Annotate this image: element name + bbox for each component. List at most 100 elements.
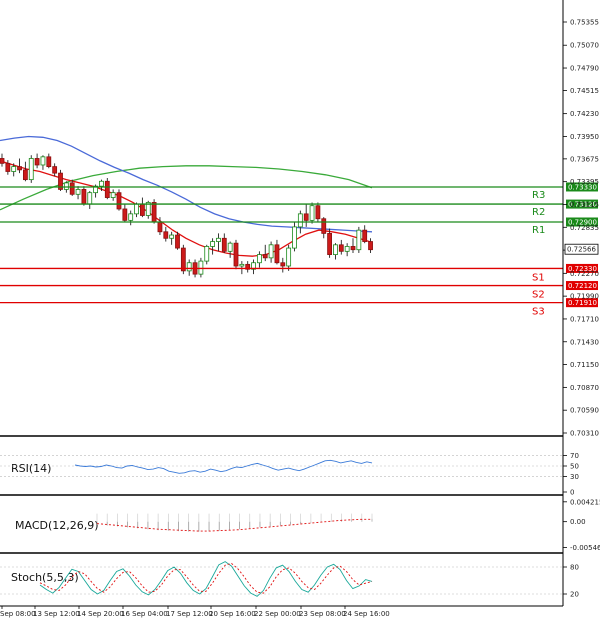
price-tick-label: 0.70310	[570, 430, 599, 438]
price-tick-label: 0.73395	[570, 178, 599, 186]
bull-candle	[251, 262, 256, 270]
rsi-tick-label: 50	[570, 463, 579, 471]
bear-candle	[34, 158, 40, 166]
bull-candle	[11, 166, 17, 172]
price-tick-label: 0.70870	[570, 384, 599, 392]
level-name-s2: S2	[532, 290, 545, 301]
bull-candle	[286, 247, 292, 267]
level-name-s3: S3	[532, 307, 545, 318]
macd-tick-label: 0.00	[570, 518, 586, 526]
time-tick-label: Sep 08:00	[0, 610, 36, 618]
bear-candle	[321, 218, 327, 234]
price-tick-label: 0.72270	[570, 270, 599, 278]
bull-candle	[40, 156, 46, 166]
bull-candle	[239, 263, 245, 267]
time-tick-label: 17 Sep 12:00	[166, 610, 213, 618]
bear-candle	[157, 221, 163, 233]
bear-candle	[104, 180, 110, 198]
bear-candle	[233, 242, 239, 267]
bull-candle	[309, 205, 315, 221]
stoch-k-line	[39, 561, 373, 597]
bear-candle	[5, 162, 11, 172]
level-price-box	[566, 281, 598, 291]
bear-candle	[175, 234, 180, 249]
candlesticks	[0, 153, 373, 278]
price-tick-label: 0.75355	[570, 19, 599, 27]
bear-candle	[116, 192, 122, 210]
level-price-box	[566, 199, 598, 209]
rsi-line	[74, 459, 373, 474]
level-price-box	[566, 182, 598, 192]
stoch-tick-label: 80	[570, 564, 579, 572]
bull-candle	[63, 182, 69, 190]
bear-candle	[303, 213, 309, 221]
bull-candle	[128, 213, 134, 221]
level-price-label: 0.73120	[568, 201, 597, 209]
bull-candle	[99, 180, 104, 187]
bear-candle	[17, 166, 22, 171]
ma-line	[0, 135, 373, 233]
price-tick-label: 0.71710	[570, 315, 599, 323]
price-tick-label: 0.71430	[570, 338, 599, 346]
bear-candle	[163, 231, 169, 239]
bear-candle	[139, 203, 145, 216]
bear-candle	[151, 202, 157, 223]
stoch-d-line	[39, 562, 373, 594]
time-tick-label: 23 Sep 08:00	[299, 610, 346, 618]
bear-candle	[315, 205, 321, 220]
price-tick-label: 0.71150	[570, 361, 599, 369]
level-price-box	[566, 263, 598, 273]
level-name-r1: R1	[532, 225, 545, 236]
bull-candle	[292, 226, 297, 249]
bull-candle	[169, 234, 175, 239]
bear-candle	[245, 263, 251, 270]
bear-candle	[22, 169, 28, 181]
price-tick-label: 0.70590	[570, 407, 599, 415]
bear-candle	[362, 229, 368, 242]
level-name-s1: S1	[532, 272, 545, 283]
price-axis-ticks: 0.75355 0.75070 0.74790 0.74515 0.74230 0.739…	[563, 19, 599, 438]
time-tick-label: 14 Sep 20:00	[77, 610, 124, 618]
level-price-box	[566, 217, 598, 227]
level-price-label: 0.73330	[568, 183, 597, 191]
rsi-title: RSI(14)	[11, 462, 51, 475]
bull-candle	[75, 189, 81, 195]
bear-candle	[46, 156, 52, 168]
price-tick-label: 0.74515	[570, 87, 599, 95]
bull-candle	[134, 203, 139, 215]
time-tick-label: 16 Sep 04:00	[121, 610, 168, 618]
macd-title: MACD(12,26,9)	[15, 519, 99, 532]
bear-candle	[350, 246, 356, 251]
bull-candle	[28, 158, 34, 181]
macd-panel: MACD(12,26,9) 0.004215 0.00 -0.005469	[15, 498, 600, 552]
bear-candle	[221, 237, 227, 252]
rsi-tick-label: 30	[570, 473, 579, 481]
bear-candle	[58, 172, 63, 190]
level-price-label: 0.71910	[568, 299, 597, 307]
level-price-label: 0.72120	[568, 282, 597, 290]
level-price-box	[566, 298, 598, 308]
bull-candle	[93, 185, 98, 194]
bull-candle	[204, 246, 210, 262]
price-tick-label: 0.75070	[570, 42, 599, 50]
stoch-tick-label: 20	[570, 591, 579, 599]
current-price-marker: 0.72566	[564, 243, 599, 255]
bull-candle	[256, 254, 262, 264]
rsi-panel: RSI(14) 70 50 30 0	[0, 452, 579, 497]
level-name-r2: R2	[532, 207, 545, 218]
price-tick-label: 0.73675	[570, 155, 599, 163]
bull-candle	[186, 262, 192, 272]
bull-candle	[297, 213, 303, 228]
price-tick-label: 0.74230	[570, 110, 599, 118]
time-tick-label: 13 Sep 12:00	[33, 610, 80, 618]
bull-candle	[333, 244, 338, 255]
time-tick-label: 22 Sep 00:00	[254, 610, 301, 618]
stoch-title: Stoch(5,5,3)	[11, 571, 79, 584]
level-price-label: 0.72900	[568, 219, 597, 227]
bull-candle	[268, 244, 274, 259]
time-tick-label: 20 Sep 16:00	[209, 610, 256, 618]
bear-candle	[52, 166, 58, 174]
macd-tick-label: -0.005469	[570, 544, 600, 552]
